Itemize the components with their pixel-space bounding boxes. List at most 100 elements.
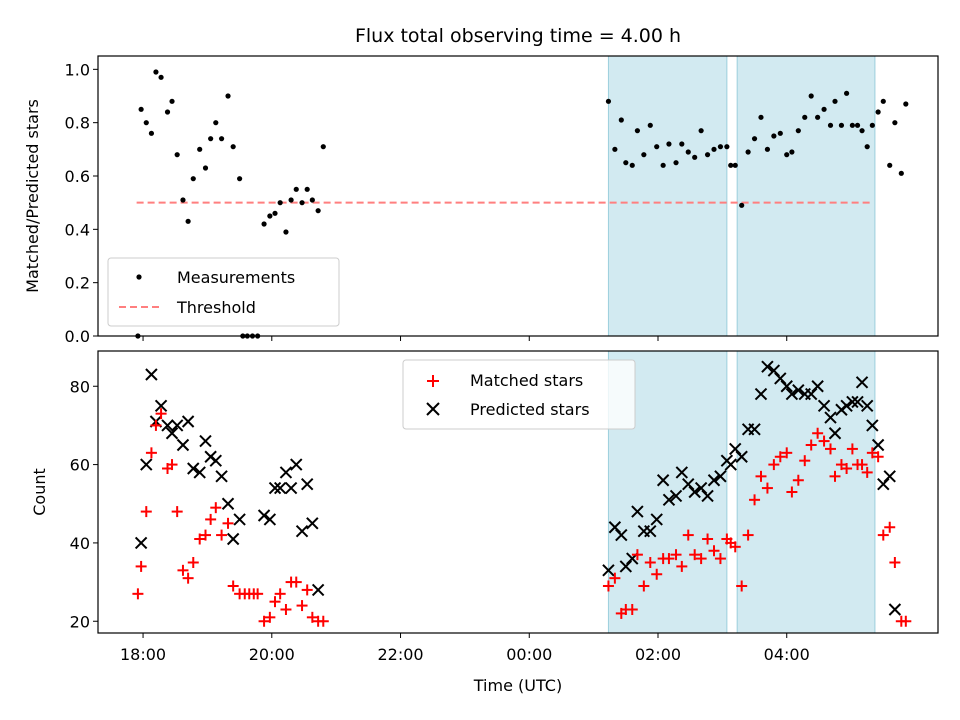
measurement-point: [827, 122, 834, 128]
count-legend-box: [402, 359, 636, 430]
measurement-point: [843, 90, 850, 96]
matched-star-point: [216, 529, 228, 541]
matched-star-point: [889, 557, 901, 568]
predicted-star-point: [284, 481, 298, 495]
predicted-star-point: [701, 489, 714, 503]
ytick-label: 60: [70, 456, 90, 475]
measurement-point: [875, 109, 881, 115]
ytick-label: 0.0: [65, 327, 90, 346]
measurement-point: [745, 149, 751, 155]
matched-star-point: [799, 455, 811, 467]
predicted-star-point: [226, 532, 240, 546]
measurement-point: [771, 133, 777, 139]
matched-star-point: [714, 553, 726, 565]
predicted-star-point: [888, 603, 902, 616]
matched-star-point: [227, 580, 239, 592]
measurement-point: [751, 136, 758, 142]
predicted-star-point: [817, 399, 831, 413]
predicted-star-point: [154, 399, 168, 413]
matched-star-point: [861, 466, 873, 478]
ytick-label: 0.6: [65, 167, 90, 186]
matched-star-point: [695, 553, 707, 565]
measurement-point: [153, 69, 159, 75]
matched-star-point: [884, 521, 896, 533]
matched-star-point: [150, 419, 162, 431]
measurement-point: [728, 162, 734, 168]
matched-star-point: [210, 502, 222, 514]
count-panel-ylabel: Count: [30, 468, 49, 516]
measurement-point: [673, 160, 679, 166]
predicted-star-point: [688, 485, 701, 499]
measurement-point: [777, 130, 783, 136]
measurement-point: [832, 98, 838, 104]
measurement-point: [267, 213, 273, 219]
predicted-star-point: [883, 470, 896, 483]
matched-star-point: [644, 557, 656, 568]
measurement-point: [309, 197, 315, 203]
observing-window-shade: [736, 55, 876, 337]
matched-star-point: [708, 545, 720, 557]
ratio-panel: 0.0 0.2 0.4 0.6 0.8 1.0 Matched/Predicted sta…: [23, 55, 939, 346]
predicted-star-point: [209, 454, 223, 467]
measurement-point: [764, 146, 771, 152]
predicted-star-point: [134, 536, 148, 550]
measurement-point: [315, 208, 321, 214]
measurement-point: [277, 200, 283, 206]
matched-star-point: [317, 615, 329, 627]
predicted-star-point: [290, 458, 303, 471]
predicted-star-point: [811, 380, 824, 393]
matched-star-point: [140, 506, 152, 518]
ratio-panel-ylabel: Matched/Predicted stars: [23, 99, 42, 293]
matched-star-point: [818, 435, 830, 447]
ytick-label: 1.0: [65, 60, 90, 79]
predicted-star-point: [724, 458, 737, 471]
matched-star-point: [755, 470, 767, 482]
measurement-point: [758, 114, 764, 120]
ratio-panel-yticks: 0.0 0.2 0.4 0.6 0.8 1.0: [65, 60, 98, 346]
count-legend-predicted-label: Predicted stars: [470, 400, 590, 419]
measurement-point: [789, 149, 795, 155]
predicted-star-point: [311, 583, 325, 597]
ytick-label: 0.4: [65, 220, 90, 239]
measurement-point: [859, 128, 865, 134]
count-panel-xticks: 18:00 20:00 22:00 00:00 02:00 04:00: [120, 633, 810, 664]
matched-star-point: [222, 517, 234, 529]
measurement-point: [612, 146, 618, 152]
matched-star-point: [786, 486, 798, 498]
ratio-legend: Measurements Threshold: [107, 257, 340, 327]
predicted-star-point: [785, 387, 799, 401]
matched-star-point: [670, 549, 682, 561]
matched-star-point: [866, 447, 878, 459]
matched-star-point: [729, 541, 741, 553]
xtick-label: 00:00: [506, 645, 552, 664]
predicted-star-point: [761, 360, 774, 373]
measurement-point: [887, 162, 893, 168]
measurement-point: [849, 122, 855, 128]
matched-star-point: [274, 588, 286, 600]
predicted-star-point: [714, 470, 727, 483]
matched-star-point: [676, 560, 688, 572]
matched-star-point: [792, 474, 804, 486]
measurement-point: [641, 152, 647, 158]
xtick-label: 04:00: [764, 645, 810, 664]
count-legend-matched-marker: [427, 375, 439, 387]
predicted-star-point: [860, 399, 874, 413]
count-legend: Matched stars Predicted stars: [402, 359, 636, 430]
matched-star-point: [856, 459, 868, 471]
ytick-label: 40: [70, 534, 90, 553]
predicted-star-point: [165, 427, 179, 440]
matched-star-point: [252, 588, 264, 600]
measurement-point: [618, 117, 624, 123]
matched-star-point: [812, 427, 824, 439]
predicted-star-point: [263, 513, 277, 526]
matched-star-point: [626, 604, 638, 615]
xtick-label: 02:00: [635, 645, 681, 664]
matched-star-point: [155, 408, 167, 420]
predicted-star-point: [754, 387, 768, 401]
predicted-star-point: [181, 415, 195, 428]
measurement-point: [272, 210, 278, 216]
ratio-legend-threshold-label: Threshold: [176, 298, 256, 317]
predicted-star-point: [792, 383, 805, 397]
predicted-star-point: [780, 380, 793, 393]
measurement-point: [732, 162, 738, 168]
